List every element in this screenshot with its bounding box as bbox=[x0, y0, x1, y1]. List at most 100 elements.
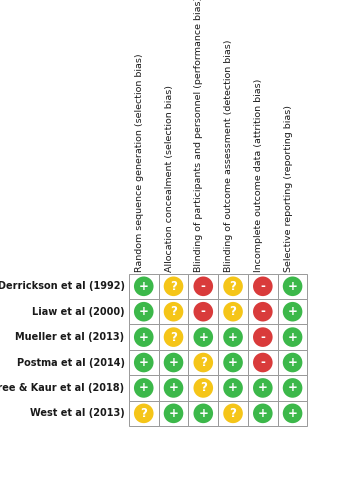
Bar bbox=[278, 375, 307, 400]
Text: +: + bbox=[168, 407, 179, 420]
Bar bbox=[159, 375, 188, 400]
Text: +: + bbox=[287, 356, 298, 369]
Text: ?: ? bbox=[170, 280, 177, 293]
Bar bbox=[278, 274, 307, 299]
Bar bbox=[159, 299, 188, 324]
Circle shape bbox=[164, 302, 183, 322]
Text: +: + bbox=[168, 382, 179, 394]
Circle shape bbox=[164, 378, 183, 398]
Text: -: - bbox=[201, 305, 206, 318]
Text: -: - bbox=[260, 305, 265, 318]
Text: Random sequence generation (selection bias): Random sequence generation (selection bi… bbox=[135, 53, 144, 272]
Text: Mueller et al (2013): Mueller et al (2013) bbox=[15, 332, 125, 342]
Text: +: + bbox=[287, 330, 298, 344]
Circle shape bbox=[223, 404, 243, 423]
Text: ?: ? bbox=[230, 305, 236, 318]
Text: +: + bbox=[139, 356, 149, 369]
Text: +: + bbox=[139, 280, 149, 293]
Text: Blinding of participants and personnel (performance bias): Blinding of participants and personnel (… bbox=[194, 0, 203, 272]
Text: ?: ? bbox=[200, 356, 207, 369]
Circle shape bbox=[283, 328, 302, 347]
Circle shape bbox=[283, 276, 302, 296]
Circle shape bbox=[193, 302, 213, 322]
Text: -: - bbox=[260, 280, 265, 293]
Text: +: + bbox=[258, 382, 268, 394]
Text: Liaw et al (2000): Liaw et al (2000) bbox=[32, 306, 125, 316]
Bar bbox=[248, 324, 278, 350]
Circle shape bbox=[164, 276, 183, 296]
Circle shape bbox=[283, 404, 302, 423]
Bar bbox=[278, 400, 307, 426]
Circle shape bbox=[283, 378, 302, 398]
Bar bbox=[278, 299, 307, 324]
Text: -: - bbox=[201, 280, 206, 293]
Circle shape bbox=[164, 352, 183, 372]
Bar bbox=[129, 350, 159, 375]
Circle shape bbox=[134, 352, 154, 372]
Circle shape bbox=[134, 378, 154, 398]
Text: +: + bbox=[168, 356, 179, 369]
Bar bbox=[218, 274, 248, 299]
Text: West et al (2013): West et al (2013) bbox=[30, 408, 125, 418]
Bar bbox=[129, 375, 159, 400]
Bar bbox=[129, 274, 159, 299]
Circle shape bbox=[223, 302, 243, 322]
Circle shape bbox=[134, 276, 154, 296]
Bar bbox=[129, 324, 159, 350]
Circle shape bbox=[253, 352, 273, 372]
Text: +: + bbox=[228, 356, 238, 369]
Text: +: + bbox=[258, 407, 268, 420]
Circle shape bbox=[223, 378, 243, 398]
Text: +: + bbox=[287, 407, 298, 420]
Bar bbox=[278, 350, 307, 375]
Text: +: + bbox=[228, 382, 238, 394]
Bar bbox=[218, 324, 248, 350]
Circle shape bbox=[134, 404, 154, 423]
Bar bbox=[248, 274, 278, 299]
Circle shape bbox=[134, 302, 154, 322]
Circle shape bbox=[193, 276, 213, 296]
Text: Blinding of outcome assessment (detection bias): Blinding of outcome assessment (detectio… bbox=[224, 40, 233, 272]
Text: +: + bbox=[287, 280, 298, 293]
Text: +: + bbox=[198, 407, 208, 420]
Bar bbox=[188, 299, 218, 324]
Text: Postma et al (2014): Postma et al (2014) bbox=[16, 358, 125, 368]
Text: ?: ? bbox=[230, 407, 236, 420]
Circle shape bbox=[253, 302, 273, 322]
Circle shape bbox=[193, 378, 213, 398]
Bar bbox=[218, 400, 248, 426]
Bar bbox=[188, 375, 218, 400]
Bar bbox=[218, 375, 248, 400]
Bar bbox=[188, 400, 218, 426]
Text: +: + bbox=[198, 330, 208, 344]
Text: +: + bbox=[139, 330, 149, 344]
Bar bbox=[129, 299, 159, 324]
Bar bbox=[188, 350, 218, 375]
Text: +: + bbox=[287, 382, 298, 394]
Bar bbox=[218, 350, 248, 375]
Bar bbox=[278, 324, 307, 350]
Text: Incomplete outcome data (attrition bias): Incomplete outcome data (attrition bias) bbox=[254, 78, 263, 272]
Circle shape bbox=[193, 352, 213, 372]
Bar bbox=[188, 324, 218, 350]
Text: +: + bbox=[139, 305, 149, 318]
Text: ?: ? bbox=[170, 330, 177, 344]
Circle shape bbox=[193, 404, 213, 423]
Circle shape bbox=[134, 328, 154, 347]
Text: Derrickson et al (1992): Derrickson et al (1992) bbox=[0, 282, 125, 292]
Text: +: + bbox=[228, 330, 238, 344]
Text: Allocation concealment (selection bias): Allocation concealment (selection bias) bbox=[164, 85, 174, 272]
Text: +: + bbox=[287, 305, 298, 318]
Circle shape bbox=[253, 378, 273, 398]
Text: -: - bbox=[260, 330, 265, 344]
Circle shape bbox=[223, 328, 243, 347]
Bar bbox=[248, 350, 278, 375]
Text: ?: ? bbox=[200, 382, 207, 394]
Circle shape bbox=[193, 328, 213, 347]
Text: ?: ? bbox=[140, 407, 147, 420]
Bar bbox=[248, 400, 278, 426]
Bar bbox=[159, 324, 188, 350]
Bar bbox=[218, 299, 248, 324]
Text: ?: ? bbox=[230, 280, 236, 293]
Circle shape bbox=[283, 352, 302, 372]
